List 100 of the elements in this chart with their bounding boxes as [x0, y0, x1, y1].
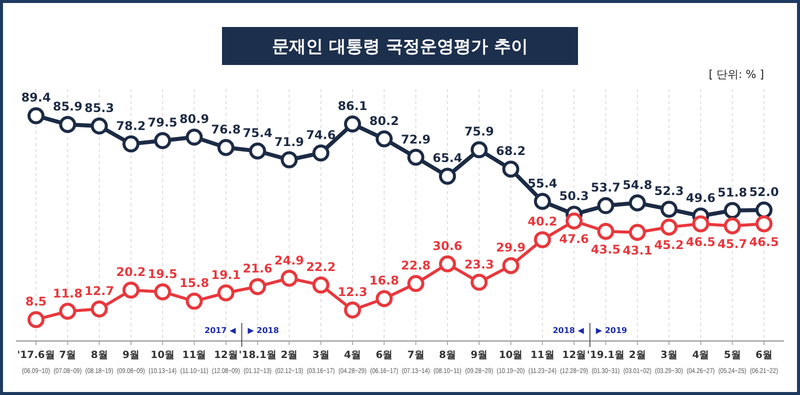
- point: [249, 278, 266, 296]
- text: [ 단위: % ]: [708, 68, 764, 81]
- data-label: 86.1: [338, 99, 368, 114]
- point: [534, 192, 551, 210]
- data-label: 65.4: [432, 151, 462, 166]
- data-label: 79.5: [148, 116, 178, 130]
- data-label: 46.5: [686, 234, 716, 249]
- data-label: 68.2: [496, 144, 526, 158]
- data-label: 43.5: [590, 242, 621, 256]
- point: [566, 212, 583, 230]
- point: [597, 197, 614, 214]
- point: [376, 290, 393, 308]
- data-label: 54.8: [622, 178, 652, 192]
- data-label: 46.5: [749, 234, 779, 249]
- data-label: 22.8: [401, 258, 431, 273]
- data-label: 80.2: [369, 114, 399, 128]
- point: [407, 148, 424, 166]
- point: [217, 284, 234, 302]
- data-label: 89.4: [21, 90, 51, 105]
- point: [470, 141, 488, 158]
- point: [438, 168, 456, 185]
- data-label: 19.5: [148, 266, 178, 281]
- data-label: 12.3: [338, 285, 368, 300]
- point: [692, 215, 710, 232]
- point: [376, 130, 393, 148]
- data-label: 20.2: [116, 265, 146, 280]
- data-label: 16.8: [369, 274, 399, 288]
- point: [660, 200, 678, 218]
- data-label: 55.4: [528, 176, 558, 190]
- data-label: 85.3: [84, 101, 114, 116]
- data-label: 50.3: [559, 189, 589, 204]
- point: [502, 257, 520, 274]
- data-label: 75.4: [242, 126, 272, 140]
- point: [217, 138, 234, 156]
- point: [59, 302, 76, 320]
- point: [438, 255, 456, 272]
- data-label: 76.8: [211, 122, 241, 136]
- data-label: 43.1: [622, 243, 652, 258]
- point: [344, 116, 362, 133]
- data-label: 52.3: [654, 184, 684, 198]
- point: [628, 194, 646, 212]
- data-label: 53.7: [590, 180, 621, 195]
- point: [122, 282, 140, 299]
- point: [186, 128, 203, 146]
- point: [724, 217, 741, 234]
- point: [122, 135, 140, 152]
- annotation: 2017 ◀: [204, 326, 237, 335]
- point: [756, 201, 772, 218]
- data-label: 11.8: [52, 286, 82, 300]
- data-label: 29.9: [496, 240, 526, 255]
- point: [660, 218, 678, 236]
- point: [28, 311, 44, 328]
- point: [470, 274, 488, 291]
- data-label: 23.3: [464, 257, 494, 272]
- chart-title: 문재인 대통령 국정운영평가 추이: [272, 37, 528, 57]
- data-label: 47.6: [559, 232, 589, 246]
- data-label: 78.2: [116, 118, 146, 133]
- point: [534, 231, 551, 248]
- data-label: 30.6: [432, 238, 462, 253]
- point: [597, 222, 614, 240]
- data-label: 24.9: [274, 253, 304, 268]
- annotation: 2018 ◀: [552, 326, 585, 335]
- point: [344, 302, 362, 319]
- data-label: 15.8: [179, 276, 210, 290]
- data-label: 22.2: [306, 260, 336, 274]
- point: [628, 224, 646, 241]
- data-label: 71.9: [274, 134, 304, 149]
- data-label: 8.5: [25, 294, 47, 309]
- data-label: 80.9: [179, 112, 210, 126]
- data-label: 51.8: [718, 185, 748, 200]
- data-label: 75.9: [464, 124, 494, 139]
- point: [756, 215, 772, 232]
- data-label: 74.6: [306, 128, 336, 142]
- data-label: 72.9: [401, 132, 431, 146]
- point: [186, 292, 203, 310]
- point: [90, 300, 108, 318]
- point: [154, 283, 172, 300]
- point: [724, 202, 741, 219]
- data-label: 21.6: [242, 262, 272, 276]
- annotation: ▶ 2018: [248, 326, 280, 335]
- point: [59, 116, 76, 134]
- point: [407, 275, 424, 292]
- point: [312, 276, 330, 294]
- point: [154, 132, 172, 150]
- data-label: 49.6: [686, 191, 716, 206]
- point: [280, 270, 298, 287]
- point: [312, 144, 330, 162]
- data-label: 12.7: [84, 284, 114, 298]
- point: [502, 160, 520, 178]
- annotation: ▶ 2019: [596, 326, 628, 335]
- data-label: 45.7: [718, 236, 748, 251]
- point: [280, 151, 298, 168]
- point: [28, 107, 44, 124]
- data-label: 85.9: [52, 100, 82, 114]
- data-label: 52.0: [749, 184, 779, 199]
- point: [90, 118, 108, 135]
- data-label: 45.2: [654, 238, 684, 252]
- point: [249, 142, 266, 160]
- data-label: 19.1: [211, 268, 241, 282]
- data-label: 40.2: [528, 214, 558, 229]
